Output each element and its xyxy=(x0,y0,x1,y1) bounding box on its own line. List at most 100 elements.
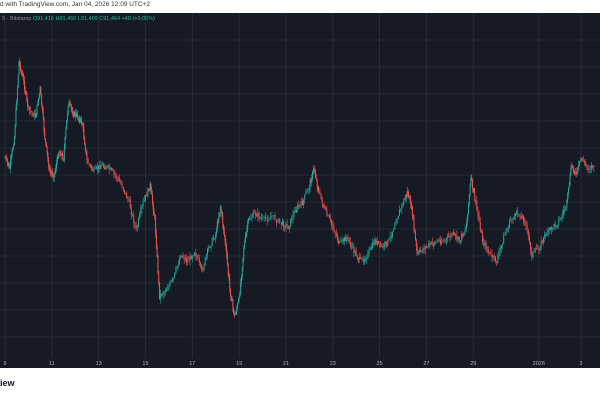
candle-body xyxy=(359,256,361,260)
candle-body xyxy=(128,199,130,201)
close-value: C91,464 xyxy=(99,16,121,22)
candle-body xyxy=(26,92,28,99)
candle-body xyxy=(201,265,203,270)
candle-body xyxy=(142,201,144,206)
candle-body xyxy=(7,162,9,166)
candle-body xyxy=(241,267,243,277)
candle-body xyxy=(405,194,407,199)
candle-body xyxy=(274,215,276,221)
candle-body xyxy=(464,230,466,233)
candle-body xyxy=(242,257,244,268)
candle-body xyxy=(263,216,265,218)
candle-body xyxy=(217,222,219,223)
candle-body xyxy=(253,212,255,214)
candle-body xyxy=(89,164,91,166)
candle-body xyxy=(351,245,353,247)
candle-body xyxy=(524,221,526,223)
candle-body xyxy=(42,110,44,119)
candle-body xyxy=(583,161,585,162)
candle-body xyxy=(545,234,547,236)
candle-body xyxy=(372,242,374,249)
candle-body xyxy=(209,246,211,248)
candle-body xyxy=(455,234,457,236)
candle-body xyxy=(299,204,301,207)
candle-body xyxy=(181,255,183,257)
candle-body xyxy=(411,206,413,209)
candle-body xyxy=(288,226,290,229)
candle-body xyxy=(340,240,342,242)
candle-body xyxy=(284,227,286,229)
candle-body xyxy=(490,253,492,254)
candle-body xyxy=(442,241,444,242)
candle-body xyxy=(339,241,341,243)
candle-body xyxy=(477,208,479,216)
candle-body xyxy=(68,102,70,106)
candle-body xyxy=(256,214,258,217)
candle-body xyxy=(441,241,443,244)
candle-body xyxy=(474,193,476,201)
candle-body xyxy=(525,222,527,226)
candle-body xyxy=(115,174,117,178)
candle-body xyxy=(338,239,340,243)
candle-body xyxy=(436,241,438,242)
candle-body xyxy=(224,234,226,242)
candle-body xyxy=(533,250,535,252)
candle-body xyxy=(195,252,197,257)
candle-body xyxy=(523,216,525,222)
candle-body xyxy=(187,260,189,262)
candle-body xyxy=(119,178,121,182)
candle-body xyxy=(471,177,473,180)
candle-body xyxy=(341,239,343,241)
candle-body xyxy=(500,245,502,249)
candle-body xyxy=(409,196,411,200)
candle-body xyxy=(432,243,434,245)
candle-body xyxy=(327,215,329,216)
candle-body xyxy=(567,187,569,194)
candle-body xyxy=(188,260,190,262)
candle-body xyxy=(402,203,404,205)
candle-body xyxy=(295,209,297,213)
candle-body xyxy=(571,165,573,169)
candle-body xyxy=(586,164,588,167)
candle-body xyxy=(169,281,171,286)
candle-body xyxy=(420,249,422,252)
candle-body xyxy=(361,258,363,260)
candle-body xyxy=(249,218,251,220)
candle-body xyxy=(55,168,57,172)
candle-body xyxy=(34,113,36,118)
candle-body xyxy=(189,255,191,261)
candle-body xyxy=(8,164,10,166)
candle-body xyxy=(245,232,247,237)
candle-body xyxy=(403,199,405,204)
candle-body xyxy=(196,256,198,258)
candle-body xyxy=(454,232,456,235)
candle-body xyxy=(134,223,136,226)
candle-body xyxy=(178,258,180,265)
candle-body xyxy=(319,191,321,194)
candle-body xyxy=(537,248,539,250)
chart-panel[interactable]: 9 11 13 15 17 19 21 23 25 27 29 2026 3 5 · Bitstamp … xyxy=(0,13,600,368)
candle-body xyxy=(438,239,440,241)
candle-body xyxy=(168,285,170,289)
candle-body xyxy=(565,206,567,210)
candle-body xyxy=(526,225,528,230)
candle-body xyxy=(280,222,282,225)
candle-body xyxy=(13,137,15,146)
candle-body xyxy=(540,240,542,249)
candle-body xyxy=(504,234,506,236)
candle-body xyxy=(550,227,552,230)
candle-body xyxy=(335,233,337,236)
candle-body xyxy=(191,256,193,260)
candle-body xyxy=(291,218,293,220)
candle-body xyxy=(559,219,561,220)
candle-body xyxy=(27,106,29,108)
candle-body xyxy=(175,268,177,273)
candle-body xyxy=(382,246,384,248)
candle-body xyxy=(277,218,279,223)
high-value: H91,466 xyxy=(55,16,77,22)
candle-body xyxy=(322,204,324,207)
candle-body xyxy=(152,203,154,212)
price-chart[interactable]: 9 11 13 15 17 19 21 23 25 27 29 2026 3 xyxy=(0,13,600,368)
candle-body xyxy=(345,237,347,241)
candle-body xyxy=(230,288,232,297)
